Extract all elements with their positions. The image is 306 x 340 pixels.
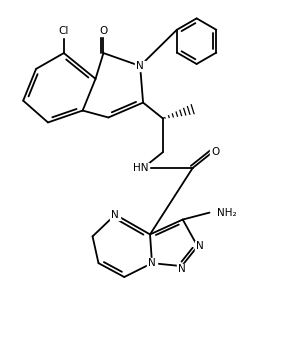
Text: O: O: [99, 26, 108, 36]
Text: N: N: [148, 258, 156, 268]
Text: NH₂: NH₂: [217, 208, 237, 218]
Text: N: N: [136, 61, 144, 71]
Bar: [147, 258, 157, 268]
Bar: [99, 26, 108, 36]
Text: HN: HN: [133, 163, 149, 173]
Bar: [211, 147, 220, 157]
Text: Cl: Cl: [59, 26, 69, 36]
Bar: [177, 264, 187, 274]
Bar: [129, 163, 149, 173]
Bar: [55, 26, 73, 37]
Text: O: O: [211, 147, 219, 157]
Text: N: N: [178, 264, 186, 274]
Text: N: N: [111, 209, 119, 220]
Bar: [195, 241, 204, 251]
Bar: [110, 210, 120, 220]
Bar: [135, 61, 145, 71]
Text: N: N: [196, 241, 203, 251]
